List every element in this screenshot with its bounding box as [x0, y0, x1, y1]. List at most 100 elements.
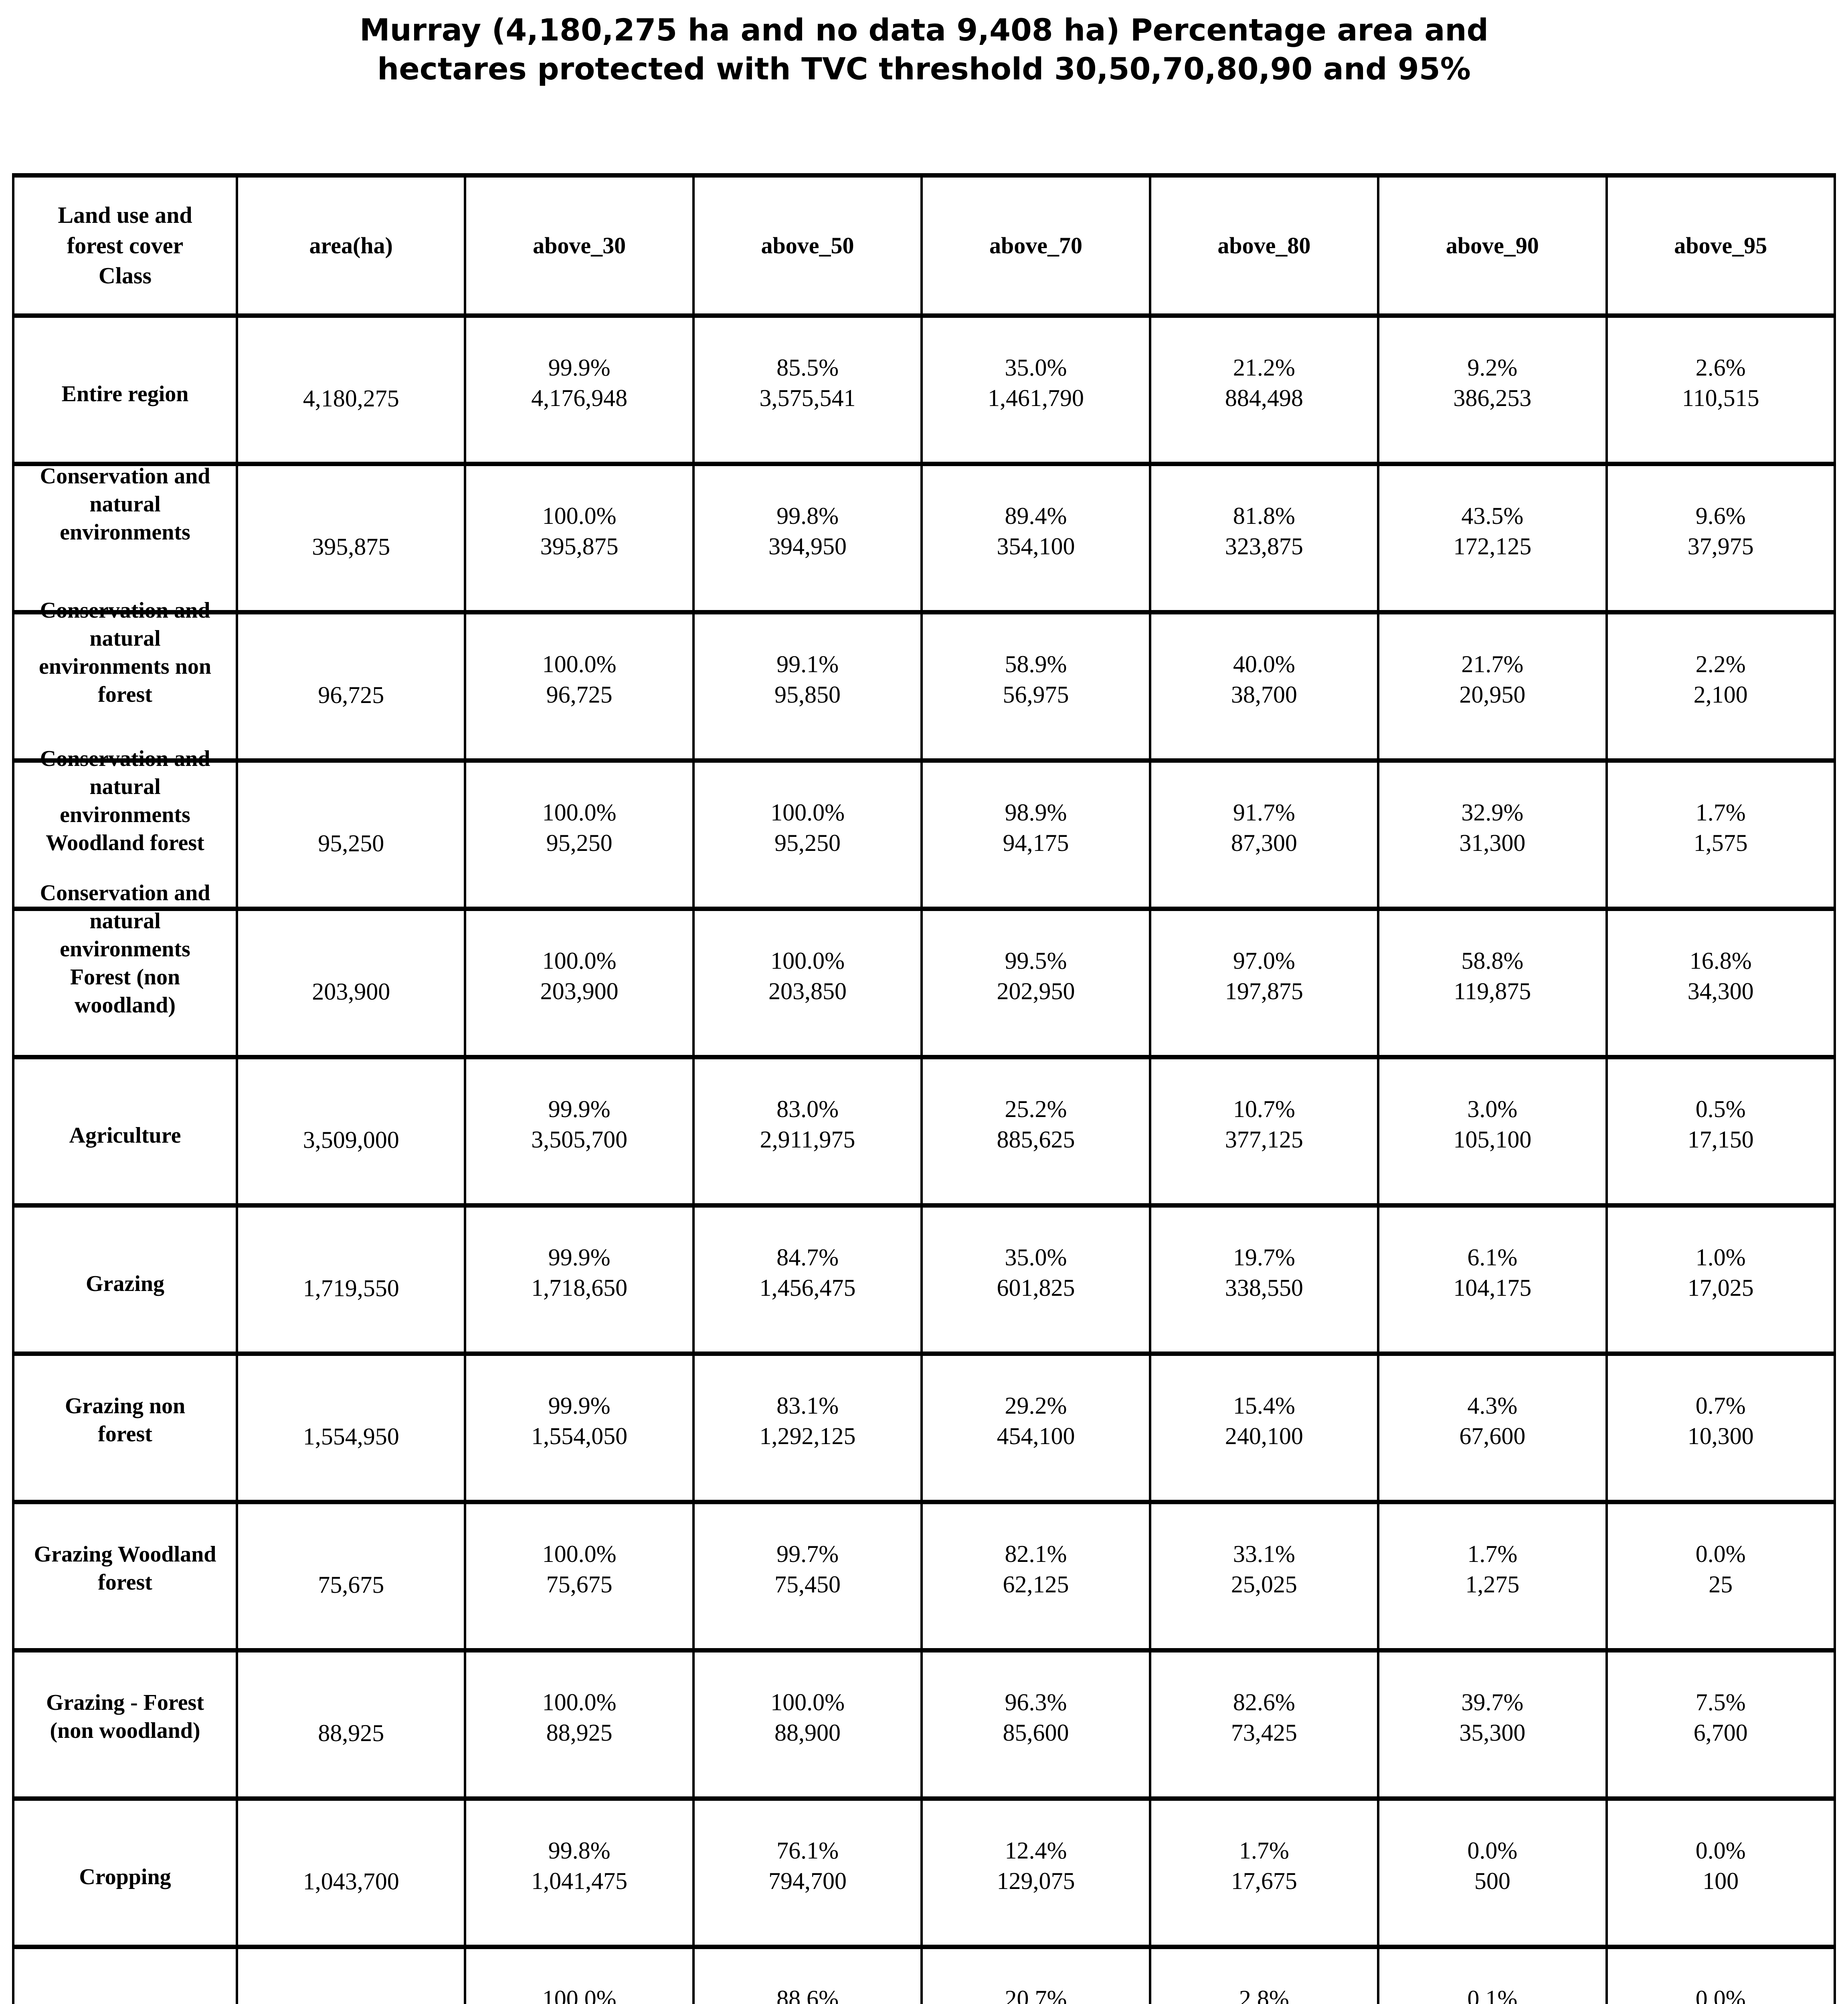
area-cell: 1,719,550	[235, 1203, 467, 1356]
area-cell: 745,350	[235, 1945, 467, 2004]
area-cell: 96,725	[235, 610, 467, 763]
hectares-value: 110,515	[1682, 384, 1759, 411]
percent-value: 85.5%	[776, 354, 839, 381]
percent-value: 99.5%	[1005, 947, 1067, 974]
percent-value: 43.5%	[1461, 502, 1524, 529]
threshold-cell: 99.9% 1,554,050	[464, 1351, 695, 1504]
row-label: Conservation and natural environments no…	[39, 598, 211, 707]
row-label-cell: Grazing - Forest (non woodland)	[12, 1648, 238, 1801]
hectares-value: 2,100	[1693, 681, 1748, 708]
threshold-cell: 58.8% 119,875	[1377, 907, 1608, 1059]
column-header-above-90: above_90	[1377, 173, 1608, 318]
hectares-value: 172,125	[1453, 533, 1532, 560]
hectares-value: 85,600	[1003, 1719, 1069, 1746]
threshold-cell: 0.7% 10,300	[1605, 1351, 1836, 1504]
hectares-value: 31,300	[1459, 829, 1526, 856]
threshold-cell: 99.5% 202,950	[920, 907, 1151, 1059]
threshold-cell: 82.1% 62,125	[920, 1500, 1151, 1652]
hectares-value: 203,850	[768, 978, 847, 1004]
area-value: 4,180,275	[303, 385, 399, 412]
area-cell: 3,509,000	[235, 1055, 467, 1208]
area-value: 88,925	[318, 1720, 384, 1746]
row-label: Grazing Woodland forest	[34, 1541, 216, 1595]
row-label: Conservation and natural environments	[40, 463, 210, 545]
data-table-wrap: Land use and forest cover Class area(ha)…	[12, 173, 1836, 2004]
threshold-cell: 2.8%20,825	[1148, 1945, 1380, 2004]
percent-value: 9.6%	[1695, 502, 1746, 529]
table-row: Conservation and natural environments no…	[12, 598, 1836, 763]
area-cell: 88,925	[235, 1648, 467, 1801]
threshold-cell: 89.4% 354,100	[920, 462, 1151, 614]
threshold-cell: 35.0% 1,461,790	[920, 313, 1151, 466]
table-row: Conservation and natural environments Wo…	[12, 746, 1836, 911]
page-title: Murray (4,180,275 ha and no data 9,408 h…	[359, 12, 1489, 87]
percent-value: 81.8%	[1233, 502, 1295, 529]
percent-value: 99.9%	[548, 1095, 611, 1122]
row-label-cell: Conservation and natural environments no…	[12, 598, 238, 763]
percent-value: 100.0%	[542, 947, 617, 974]
area-cell: 395,875	[235, 462, 467, 614]
percent-value: 6.1%	[1467, 1244, 1518, 1271]
percent-value: 12.4%	[1005, 1837, 1067, 1864]
threshold-cell: 33.1% 25,025	[1148, 1500, 1380, 1652]
row-label: Conservation and natural environments Wo…	[40, 746, 210, 855]
threshold-cell: 100.0% 96,725	[464, 610, 695, 763]
table-row: Cropping 1,043,700 99.8% 1,041,475 76.1% 7…	[12, 1796, 1836, 1949]
hectares-value: 240,100	[1225, 1422, 1303, 1449]
percent-value: 100.0%	[542, 502, 617, 529]
threshold-cell: 0.5% 17,150	[1605, 1055, 1836, 1208]
threshold-cell: 91.7% 87,300	[1148, 758, 1380, 911]
threshold-cell: 58.9% 56,975	[920, 610, 1151, 763]
hectares-value: 1,041,475	[531, 1867, 628, 1894]
hectares-value: 1,461,790	[987, 384, 1084, 411]
hectares-value: 3,575,541	[759, 384, 856, 411]
area-value: 1,043,700	[303, 1868, 399, 1895]
percent-value: 2.6%	[1695, 354, 1746, 381]
hectares-value: 17,025	[1687, 1274, 1754, 1301]
hectares-value: 794,700	[768, 1867, 847, 1894]
threshold-cell: 25.2% 885,625	[920, 1055, 1151, 1208]
threshold-cell: 96.3% 85,600	[920, 1648, 1151, 1801]
hectares-value: 338,550	[1225, 1274, 1303, 1301]
row-label: Entire region	[61, 381, 189, 406]
threshold-cell: 15.4% 240,100	[1148, 1351, 1380, 1504]
hectares-value: 94,175	[1003, 829, 1069, 856]
hectares-value: 75,450	[774, 1571, 841, 1598]
table-row: Irrigation 745,350 100.0%745,175 88.6%66…	[12, 1945, 1836, 2004]
area-cell: 4,180,275	[235, 313, 467, 466]
threshold-cell: 3.0% 105,100	[1377, 1055, 1608, 1208]
hectares-value: 1,456,475	[759, 1274, 856, 1301]
percent-value: 39.7%	[1461, 1689, 1524, 1715]
threshold-cell: 0.0% 500	[1377, 1796, 1608, 1949]
hectares-value: 17,675	[1231, 1867, 1297, 1894]
hectares-value: 377,125	[1225, 1126, 1303, 1153]
percent-value: 20.7%	[1005, 1985, 1067, 2004]
hectares-value: 2,911,975	[760, 1126, 855, 1153]
percent-value: 0.0%	[1467, 1837, 1518, 1864]
row-label-cell: Cropping	[12, 1796, 238, 1949]
area-value: 395,875	[312, 533, 390, 560]
row-label-cell: Agriculture	[12, 1055, 238, 1208]
row-label-cell: Grazing	[12, 1203, 238, 1356]
percent-value: 35.0%	[1005, 354, 1067, 381]
row-label-cell: Conservation and natural environments Fo…	[12, 881, 238, 1059]
threshold-cell: 19.7% 338,550	[1148, 1203, 1380, 1356]
percent-value: 19.7%	[1233, 1244, 1295, 1271]
hectares-value: 10,300	[1687, 1422, 1754, 1449]
threshold-cell: 82.6% 73,425	[1148, 1648, 1380, 1801]
row-label: Agriculture	[69, 1123, 181, 1148]
threshold-cell: 39.7% 35,300	[1377, 1648, 1608, 1801]
percent-value: 10.7%	[1233, 1095, 1295, 1122]
threshold-cell: 29.2% 454,100	[920, 1351, 1151, 1504]
threshold-cell: 100.0% 75,675	[464, 1500, 695, 1652]
hectares-value: 100	[1702, 1867, 1739, 1894]
hectares-value: 1,292,125	[759, 1422, 856, 1449]
percent-value: 97.0%	[1233, 947, 1295, 974]
percent-value: 9.2%	[1467, 354, 1518, 381]
hectares-value: 96,725	[546, 681, 613, 708]
hectares-value: 38,700	[1231, 681, 1297, 708]
threshold-cell: 99.9% 1,718,650	[464, 1203, 695, 1356]
hectares-value: 323,875	[1225, 533, 1303, 560]
area-cell: 95,250	[235, 758, 467, 911]
percent-value: 2.8%	[1239, 1985, 1289, 2004]
